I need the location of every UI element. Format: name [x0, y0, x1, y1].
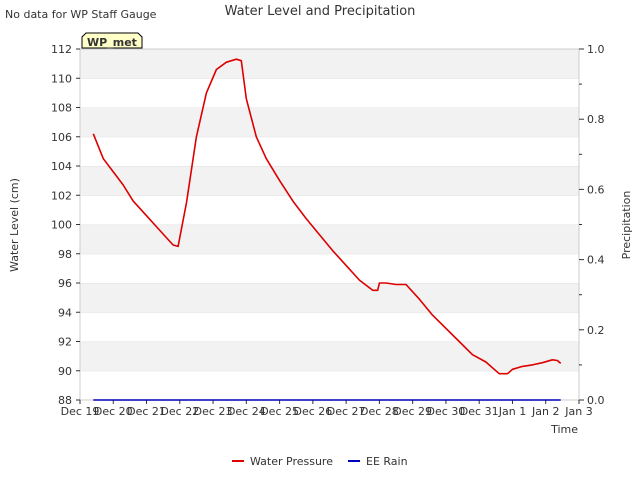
grid-band — [80, 341, 579, 371]
station-badge: WP_met — [81, 32, 143, 49]
y2-axis-title: Precipitation — [620, 191, 633, 260]
grid-band — [80, 107, 579, 137]
y-tick-label: 110 — [51, 72, 72, 85]
series-line-water-pressure — [92, 58, 562, 375]
y-tick-label: 94 — [58, 306, 72, 319]
y2-tick-label: 0.4 — [587, 254, 605, 267]
y-tick-label: 88 — [58, 394, 72, 407]
y2-tick-label: 1.0 — [587, 43, 605, 56]
x-tick-label: Dec 28 — [360, 405, 399, 418]
grid-band — [80, 78, 579, 108]
x-tick-label: Dec 30 — [427, 405, 466, 418]
legend: Water Pressure EE Rain — [232, 455, 408, 468]
grid-band — [80, 136, 579, 166]
y-tick-label: 108 — [51, 102, 72, 115]
x-tick-label: Dec 24 — [227, 405, 266, 418]
y-tick-label: 100 — [51, 219, 72, 232]
legend-label-ee-rain: EE Rain — [366, 455, 408, 468]
y-tick-label: 106 — [51, 131, 72, 144]
x-axis-title: Time — [550, 423, 578, 436]
x-tick-label: Jan 3 — [564, 405, 592, 418]
grid-band — [80, 370, 579, 400]
y-tick-label: 98 — [58, 248, 72, 261]
station-label: WP_met — [87, 36, 137, 49]
series-layer — [92, 58, 562, 401]
x-tick-label: Dec 23 — [194, 405, 233, 418]
grid-band — [80, 224, 579, 254]
y-tick-label: 90 — [58, 365, 72, 378]
y2-tick-label: 0.0 — [587, 394, 605, 407]
grid-band — [80, 166, 579, 196]
x-tick-label: Dec 31 — [460, 405, 499, 418]
x-tick-label: Dec 21 — [127, 405, 166, 418]
plot-bands — [80, 48, 579, 400]
y-tick-label: 92 — [58, 336, 72, 349]
y-tick-label: 102 — [51, 189, 72, 202]
legend-label-water-pressure: Water Pressure — [250, 455, 333, 468]
y-axis-left: 88 90 92 94 96 98 100 102 104 106 108 110 112 — [51, 43, 80, 407]
x-tick-label: Dec 25 — [260, 405, 299, 418]
x-tick-label: Jan 1 — [498, 405, 526, 418]
grid-band — [80, 195, 579, 225]
y-tick-label: 96 — [58, 277, 72, 290]
x-tick-label: Dec 22 — [160, 405, 199, 418]
chart-title: Water Level and Precipitation — [225, 4, 416, 19]
grid-band — [80, 49, 579, 79]
x-tick-label: Dec 27 — [327, 405, 366, 418]
grid-band — [80, 283, 579, 313]
x-tick-label: Jan 2 — [531, 405, 559, 418]
y2-tick-label: 0.6 — [587, 183, 605, 196]
x-tick-label: Dec 19 — [61, 405, 100, 418]
y-axis-title: Water Level (cm) — [8, 178, 21, 272]
x-tick-label: Dec 26 — [293, 405, 332, 418]
y-tick-label: 104 — [51, 160, 72, 173]
y2-tick-label: 0.8 — [587, 113, 605, 126]
x-tick-label: Dec 20 — [94, 405, 133, 418]
no-data-note: No data for WP Staff Gauge — [5, 8, 157, 21]
y-axis-right: 0.0 0.2 0.4 0.6 0.8 1.0 — [579, 43, 605, 407]
y-tick-label: 112 — [51, 43, 72, 56]
grid-band — [80, 253, 579, 283]
y2-tick-label: 0.2 — [587, 324, 605, 337]
x-tick-label: Dec 29 — [393, 405, 432, 418]
grid-band — [80, 312, 579, 342]
